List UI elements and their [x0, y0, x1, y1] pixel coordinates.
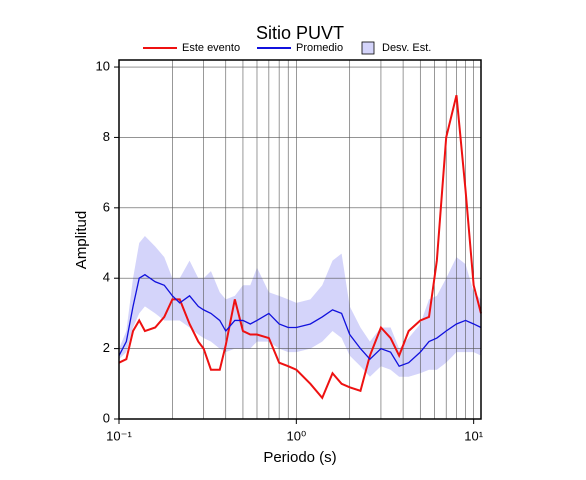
legend-label: Promedio: [296, 42, 343, 54]
x-axis-label: Periodo (s): [263, 449, 336, 466]
y-tick-label: 2: [103, 340, 110, 355]
y-tick-label: 0: [103, 410, 110, 425]
legend-swatch: [361, 41, 375, 55]
legend-label: Este evento: [182, 42, 240, 54]
series-line: [118, 94, 482, 400]
plot-frame: [118, 59, 482, 420]
x-tick-label: 10⁻¹: [106, 428, 132, 443]
legend-label: Desv. Est.: [382, 42, 431, 54]
series-line: [118, 273, 482, 368]
y-tick-label: 8: [103, 129, 110, 144]
y-tick-label: 6: [103, 199, 110, 214]
std-band: [119, 235, 481, 377]
x-tick-label: 10⁰: [286, 428, 306, 443]
y-tick-label: 10: [96, 58, 110, 73]
y-tick-label: 4: [103, 270, 110, 285]
chart-title: Sitio PUVT: [256, 23, 344, 43]
y-axis-label: Amplitud: [73, 211, 90, 269]
x-tick-label: 10¹: [464, 428, 483, 443]
